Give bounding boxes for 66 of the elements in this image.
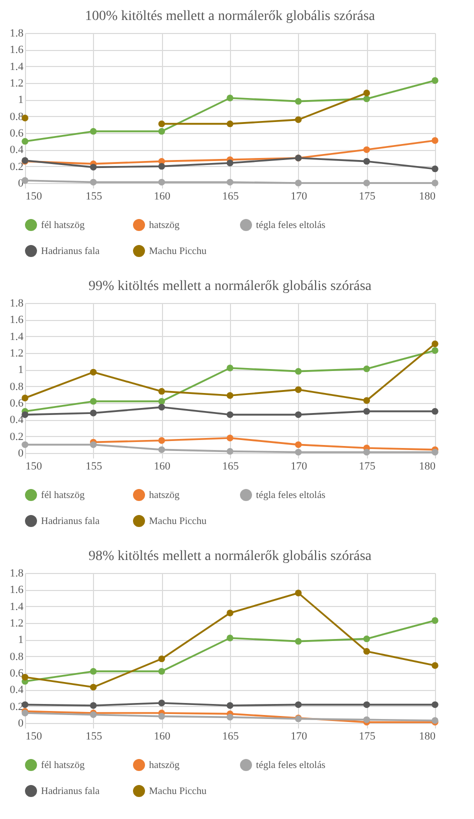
y-tick-label: 1.4: [10, 600, 24, 613]
y-tick-label: 1.8: [10, 28, 24, 40]
x-tick-label: 180: [419, 190, 436, 202]
y-tick-label: 0.6: [10, 398, 24, 410]
x-tick-label: 160: [154, 730, 171, 742]
x-tick-label: 160: [154, 190, 171, 202]
x-tick-label: 155: [86, 190, 103, 202]
x-tick-label: 175: [358, 190, 376, 202]
legend-label: Machu Picchu: [149, 516, 206, 527]
y-tick-label: 0.8: [10, 650, 24, 663]
y-tick-label: 1: [18, 364, 24, 376]
y-tick-label: 1.4: [10, 330, 24, 343]
x-tick-label: 165: [222, 190, 240, 202]
x-tick-label: 150: [26, 730, 42, 742]
legend-label: fél hatszög: [41, 760, 85, 771]
y-tick-label: 0.4: [10, 684, 24, 696]
legend-label: hatszög: [149, 490, 180, 501]
legend-label: Hadrianus fala: [41, 516, 100, 527]
legend-label: hatszög: [149, 220, 180, 231]
y-tick-label: 1.2: [10, 78, 24, 90]
x-tick-label: 160: [154, 460, 171, 472]
x-tick-label: 175: [358, 730, 376, 742]
y-tick-label: 0.2: [10, 430, 24, 443]
y-tick-label: 0.4: [10, 144, 24, 156]
y-tick-label: 1.8: [10, 298, 24, 310]
legend-label: Hadrianus fala: [41, 786, 100, 797]
legend-label: fél hatszög: [41, 220, 85, 231]
legend-label: fél hatszög: [41, 490, 85, 501]
chart-title: 98% kitöltés mellett a normálerők globális szórása: [88, 549, 372, 564]
y-tick-label: 0.6: [10, 128, 24, 140]
x-tick-label: 150: [26, 460, 42, 472]
y-tick-label: 0.8: [10, 380, 24, 393]
y-tick-label: 1: [18, 94, 24, 106]
legend-label: Machu Picchu: [149, 246, 206, 257]
chart-title: 100% kitöltés mellett a normálerők globális szórása: [84, 9, 376, 24]
y-tick-label: 0.2: [10, 160, 24, 173]
y-tick-label: 0: [18, 448, 24, 460]
legend-label: tégla feles eltolás: [256, 490, 326, 501]
legend-label: tégla feles eltolás: [256, 220, 326, 231]
legend-label: Machu Picchu: [149, 786, 206, 797]
x-tick-label: 170: [290, 190, 308, 202]
y-tick-label: 1.2: [10, 348, 24, 360]
legend-label: Hadrianus fala: [41, 246, 100, 257]
y-tick-label: 1.6: [10, 314, 24, 326]
x-tick-label: 180: [419, 730, 436, 742]
x-tick-label: 150: [26, 190, 42, 202]
x-tick-label: 175: [358, 460, 376, 472]
y-tick-label: 0: [18, 718, 24, 730]
y-tick-label: 1.6: [10, 584, 24, 596]
x-tick-label: 165: [222, 460, 240, 472]
y-tick-label: 1: [18, 634, 24, 646]
y-tick-label: 1.8: [10, 568, 24, 580]
legend-label: hatszög: [149, 760, 180, 771]
x-tick-label: 180: [419, 460, 436, 472]
x-tick-label: 170: [290, 730, 308, 742]
y-tick-label: 1.2: [10, 618, 24, 630]
legend-label: tégla feles eltolás: [256, 760, 326, 771]
y-tick-label: 1.6: [10, 44, 24, 56]
chart-title: 99% kitöltés mellett a normálerők globális szórása: [88, 279, 372, 294]
x-tick-label: 155: [86, 730, 103, 742]
x-tick-label: 165: [222, 730, 240, 742]
y-tick-label: 1.4: [10, 60, 24, 73]
y-tick-label: 0.4: [10, 414, 24, 426]
x-tick-label: 155: [86, 460, 103, 472]
x-tick-label: 170: [290, 460, 308, 472]
y-tick-label: 0.6: [10, 668, 24, 680]
